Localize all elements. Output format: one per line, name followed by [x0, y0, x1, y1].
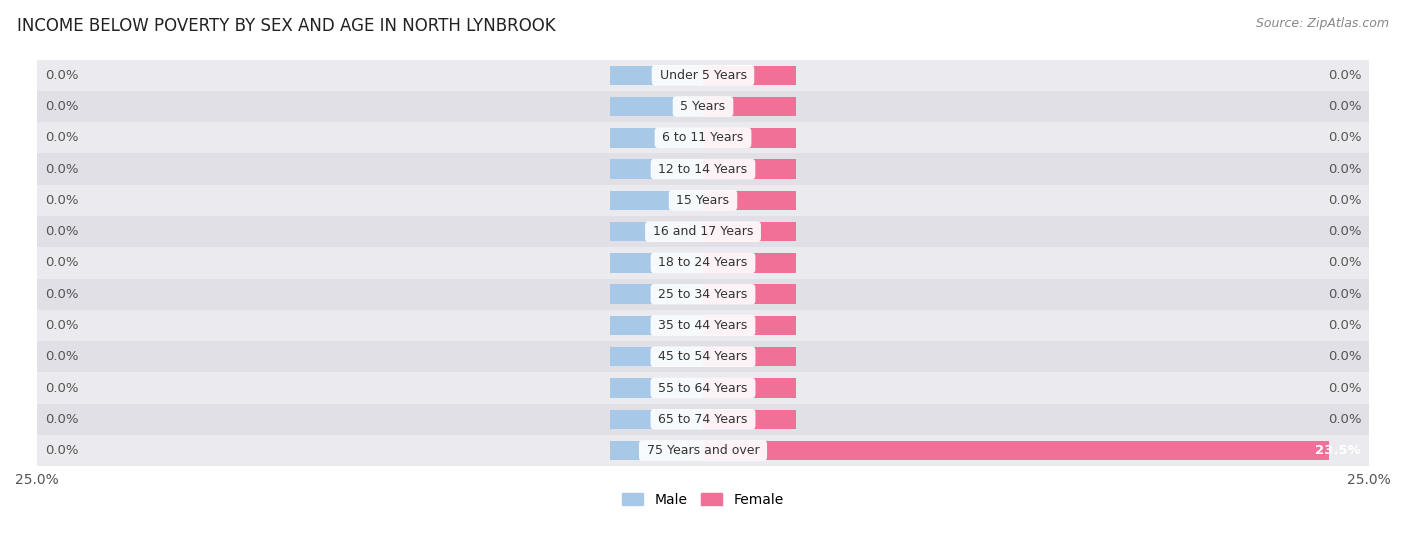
- Bar: [37, 216, 1369, 247]
- Bar: [610, 347, 703, 367]
- Text: 75 Years and over: 75 Years and over: [643, 444, 763, 457]
- Text: 15 Years: 15 Years: [672, 194, 734, 207]
- Bar: [610, 441, 703, 460]
- Bar: [37, 247, 1369, 278]
- Text: 55 to 64 Years: 55 to 64 Years: [654, 382, 752, 395]
- Legend: Male, Female: Male, Female: [617, 487, 789, 512]
- Text: 0.0%: 0.0%: [45, 225, 79, 238]
- Bar: [703, 285, 796, 304]
- Text: INCOME BELOW POVERTY BY SEX AND AGE IN NORTH LYNBROOK: INCOME BELOW POVERTY BY SEX AND AGE IN N…: [17, 17, 555, 35]
- Text: 0.0%: 0.0%: [45, 382, 79, 395]
- Text: 25 to 34 Years: 25 to 34 Years: [654, 288, 752, 301]
- Text: 0.0%: 0.0%: [1327, 319, 1361, 332]
- Bar: [610, 191, 703, 210]
- Text: 23.5%: 23.5%: [1316, 444, 1361, 457]
- Text: 0.0%: 0.0%: [1327, 194, 1361, 207]
- Bar: [610, 285, 703, 304]
- Text: 0.0%: 0.0%: [1327, 69, 1361, 82]
- Text: 0.0%: 0.0%: [45, 257, 79, 270]
- Text: 0.0%: 0.0%: [1327, 100, 1361, 113]
- Text: 6 to 11 Years: 6 to 11 Years: [658, 131, 748, 145]
- Bar: [610, 66, 703, 85]
- Bar: [610, 410, 703, 429]
- Text: Under 5 Years: Under 5 Years: [655, 69, 751, 82]
- Text: 12 to 14 Years: 12 to 14 Years: [654, 162, 752, 176]
- Bar: [610, 128, 703, 147]
- Bar: [37, 185, 1369, 216]
- Text: 0.0%: 0.0%: [45, 100, 79, 113]
- Text: 0.0%: 0.0%: [45, 194, 79, 207]
- Text: 0.0%: 0.0%: [1327, 257, 1361, 270]
- Bar: [610, 253, 703, 273]
- Bar: [703, 97, 796, 116]
- Bar: [610, 316, 703, 335]
- Text: 0.0%: 0.0%: [45, 162, 79, 176]
- Bar: [703, 316, 796, 335]
- Text: 5 Years: 5 Years: [676, 100, 730, 113]
- Text: 0.0%: 0.0%: [1327, 382, 1361, 395]
- Bar: [37, 278, 1369, 310]
- Text: 0.0%: 0.0%: [1327, 162, 1361, 176]
- Bar: [37, 403, 1369, 435]
- Bar: [37, 122, 1369, 153]
- Bar: [703, 128, 796, 147]
- Bar: [703, 410, 796, 429]
- Bar: [703, 378, 796, 398]
- Text: 0.0%: 0.0%: [45, 288, 79, 301]
- Bar: [37, 435, 1369, 466]
- Text: 0.0%: 0.0%: [45, 413, 79, 426]
- Bar: [610, 97, 703, 116]
- Bar: [610, 160, 703, 179]
- Text: 0.0%: 0.0%: [45, 444, 79, 457]
- Text: 35 to 44 Years: 35 to 44 Years: [654, 319, 752, 332]
- Text: 0.0%: 0.0%: [45, 350, 79, 363]
- Bar: [37, 60, 1369, 91]
- Bar: [37, 372, 1369, 403]
- Text: 0.0%: 0.0%: [1327, 413, 1361, 426]
- Bar: [37, 310, 1369, 341]
- Text: 65 to 74 Years: 65 to 74 Years: [654, 413, 752, 426]
- Text: 0.0%: 0.0%: [1327, 350, 1361, 363]
- Text: 0.0%: 0.0%: [1327, 131, 1361, 145]
- Bar: [610, 222, 703, 242]
- Bar: [703, 441, 1329, 460]
- Bar: [703, 222, 796, 242]
- Bar: [610, 378, 703, 398]
- Text: 0.0%: 0.0%: [1327, 288, 1361, 301]
- Bar: [703, 160, 796, 179]
- Text: 16 and 17 Years: 16 and 17 Years: [648, 225, 758, 238]
- Bar: [703, 191, 796, 210]
- Bar: [703, 253, 796, 273]
- Text: 0.0%: 0.0%: [45, 69, 79, 82]
- Text: 18 to 24 Years: 18 to 24 Years: [654, 257, 752, 270]
- Bar: [37, 91, 1369, 122]
- Text: 45 to 54 Years: 45 to 54 Years: [654, 350, 752, 363]
- Bar: [37, 341, 1369, 372]
- Bar: [703, 347, 796, 367]
- Text: 0.0%: 0.0%: [45, 319, 79, 332]
- Bar: [703, 66, 796, 85]
- Text: 0.0%: 0.0%: [1327, 225, 1361, 238]
- Bar: [37, 153, 1369, 185]
- Text: 0.0%: 0.0%: [45, 131, 79, 145]
- Text: Source: ZipAtlas.com: Source: ZipAtlas.com: [1256, 17, 1389, 30]
